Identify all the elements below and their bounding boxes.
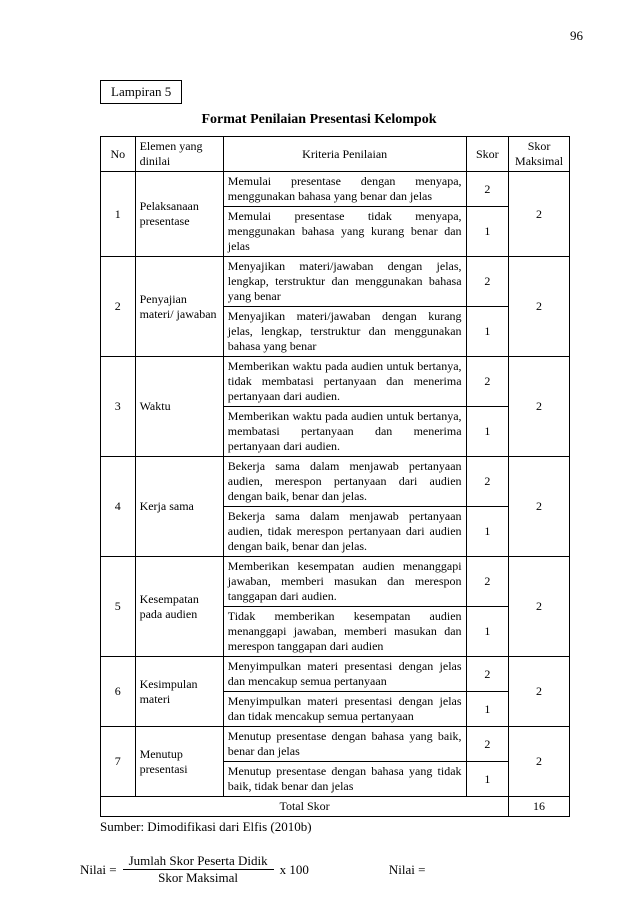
total-value: 16 <box>509 797 570 817</box>
cell-kriteria: Memberikan waktu pada audien untuk berta… <box>223 407 466 457</box>
cell-elemen: Waktu <box>135 357 223 457</box>
cell-no: 3 <box>101 357 136 457</box>
formula-multiplier: x 100 <box>280 862 309 878</box>
cell-skor: 1 <box>466 207 509 257</box>
cell-no: 7 <box>101 727 136 797</box>
cell-kriteria: Tidak memberikan kesempatan audien menan… <box>223 607 466 657</box>
cell-no: 1 <box>101 172 136 257</box>
total-label: Total Skor <box>101 797 509 817</box>
formula-rhs: Nilai = <box>389 862 426 878</box>
header-kriteria: Kriteria Penilaian <box>223 137 466 172</box>
cell-maks: 2 <box>509 172 570 257</box>
cell-skor: 1 <box>466 762 509 797</box>
cell-skor: 2 <box>466 172 509 207</box>
table-row: 1Pelaksanaan presentaseMemulai presentas… <box>101 172 570 207</box>
source-text: Sumber: Dimodifikasi dari Elfis (2010b) <box>100 819 588 835</box>
cell-kriteria: Memulai presentase dengan menyapa, mengg… <box>223 172 466 207</box>
cell-kriteria: Memberikan waktu pada audien untuk berta… <box>223 357 466 407</box>
cell-kriteria: Menyajikan materi/jawaban dengan kurang … <box>223 307 466 357</box>
table-row: 6Kesimpulan materiMenyimpulkan materi pr… <box>101 657 570 692</box>
cell-kriteria: Bekerja sama dalam menjawab pertanyaan a… <box>223 457 466 507</box>
cell-skor: 1 <box>466 692 509 727</box>
header-no: No <box>101 137 136 172</box>
formula-block: Nilai = Jumlah Skor Peserta Didik Skor M… <box>80 853 588 886</box>
document-page: 96 Lampiran 5 Format Penilaian Presentas… <box>0 0 638 903</box>
cell-elemen: Kesempatan pada audien <box>135 557 223 657</box>
table-body: 1Pelaksanaan presentaseMemulai presentas… <box>101 172 570 817</box>
cell-maks: 2 <box>509 557 570 657</box>
formula-numerator: Jumlah Skor Peserta Didik <box>123 853 274 870</box>
cell-kriteria: Bekerja sama dalam menjawab pertanyaan a… <box>223 507 466 557</box>
cell-no: 5 <box>101 557 136 657</box>
table-header: No Elemen yang dinilai Kriteria Penilaia… <box>101 137 570 172</box>
cell-skor: 2 <box>466 727 509 762</box>
cell-skor: 1 <box>466 507 509 557</box>
cell-no: 6 <box>101 657 136 727</box>
cell-no: 2 <box>101 257 136 357</box>
formula-lhs: Nilai = <box>80 862 117 878</box>
header-elemen: Elemen yang dinilai <box>135 137 223 172</box>
cell-skor: 2 <box>466 657 509 692</box>
cell-skor: 2 <box>466 357 509 407</box>
page-number: 96 <box>570 28 583 44</box>
cell-skor: 2 <box>466 457 509 507</box>
cell-skor: 1 <box>466 307 509 357</box>
table-row: 5Kesempatan pada audienMemberikan kesemp… <box>101 557 570 607</box>
table-total-row: Total Skor16 <box>101 797 570 817</box>
cell-elemen: Pelaksanaan presentase <box>135 172 223 257</box>
cell-skor: 2 <box>466 557 509 607</box>
cell-kriteria: Menutup presentase dengan bahasa yang ti… <box>223 762 466 797</box>
table-row: 2Penyajian materi/ jawabanMenyajikan mat… <box>101 257 570 307</box>
cell-kriteria: Menyajikan materi/jawaban dengan jelas, … <box>223 257 466 307</box>
cell-maks: 2 <box>509 657 570 727</box>
page-title: Format Penilaian Presentasi Kelompok <box>50 112 588 128</box>
cell-kriteria: Menyimpulkan materi presentasi dengan je… <box>223 657 466 692</box>
header-skor: Skor <box>466 137 509 172</box>
cell-maks: 2 <box>509 457 570 557</box>
formula-fraction: Jumlah Skor Peserta Didik Skor Maksimal <box>123 853 274 886</box>
cell-elemen: Kesimpulan materi <box>135 657 223 727</box>
appendix-label: Lampiran 5 <box>100 80 182 104</box>
cell-kriteria: Menutup presentase dengan bahasa yang ba… <box>223 727 466 762</box>
cell-elemen: Kerja sama <box>135 457 223 557</box>
cell-maks: 2 <box>509 727 570 797</box>
cell-no: 4 <box>101 457 136 557</box>
cell-skor: 1 <box>466 607 509 657</box>
assessment-table: No Elemen yang dinilai Kriteria Penilaia… <box>100 136 570 817</box>
cell-skor: 1 <box>466 407 509 457</box>
table-row: 4Kerja samaBekerja sama dalam menjawab p… <box>101 457 570 507</box>
cell-kriteria: Memulai presentase tidak menyapa, menggu… <box>223 207 466 257</box>
header-maks: Skor Maksimal <box>509 137 570 172</box>
cell-elemen: Penyajian materi/ jawaban <box>135 257 223 357</box>
table-row: 7Menutup presentasiMenutup presentase de… <box>101 727 570 762</box>
table-row: 3WaktuMemberikan waktu pada audien untuk… <box>101 357 570 407</box>
cell-maks: 2 <box>509 257 570 357</box>
cell-maks: 2 <box>509 357 570 457</box>
cell-kriteria: Menyimpulkan materi presentasi dengan je… <box>223 692 466 727</box>
cell-skor: 2 <box>466 257 509 307</box>
formula-denominator: Skor Maksimal <box>123 870 274 886</box>
cell-kriteria: Memberikan kesempatan audien menanggapi … <box>223 557 466 607</box>
cell-elemen: Menutup presentasi <box>135 727 223 797</box>
